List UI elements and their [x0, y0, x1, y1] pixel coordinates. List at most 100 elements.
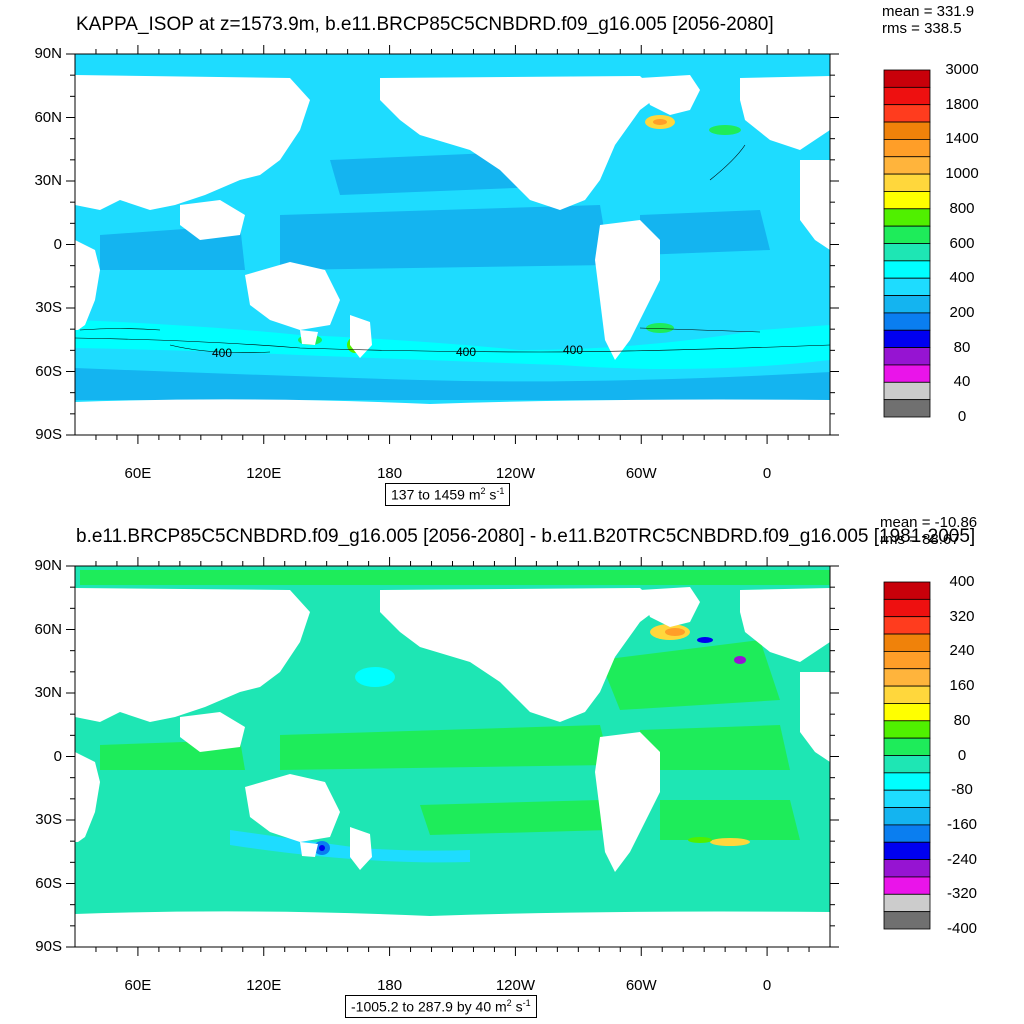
top-colorbar-box	[883, 104, 931, 123]
bottom-panel-title: b.e11.BRCP85C5CNBDRD.f09_g16.005 [2056-2…	[76, 526, 976, 547]
bottom-colorbar-box	[883, 737, 931, 756]
bottom-green-band-atlantic	[640, 725, 790, 770]
bottom-range-units-mid: s	[511, 998, 523, 1015]
top-range-units-exp2: -1	[496, 486, 505, 496]
bottom-colorbar-box	[883, 876, 931, 895]
top-land-antarctica	[75, 399, 830, 435]
bottom-range-box: -1005.2 to 287.9 by 40 m2 s-1	[345, 995, 537, 1018]
top-equatorial-band-pacific	[280, 205, 610, 270]
bottom-lat-label: 90S	[35, 938, 62, 955]
top-contour-line-2	[169, 344, 271, 353]
bottom-colorbar-label: -240	[946, 850, 978, 868]
top-colorbar-box	[883, 347, 931, 366]
top-southern-outer-band	[75, 368, 830, 400]
bottom-colorbar-label: 240	[949, 642, 975, 660]
bottom-green-band-pacific	[280, 725, 610, 770]
top-contour-line-3	[639, 327, 761, 333]
top-range-units-mid: s	[485, 486, 497, 503]
top-arctic-ocean	[80, 57, 830, 73]
bottom-range-units-exp2: -1	[522, 998, 531, 1008]
bottom-lat-label: 30S	[35, 811, 62, 828]
top-land-new-zealand	[350, 315, 372, 358]
top-land-asia	[75, 75, 310, 210]
bottom-colorbar-box	[883, 824, 931, 843]
bottom-colorbar-box	[883, 685, 931, 704]
top-land-tasmania	[300, 330, 318, 345]
top-colorbar-label: 1800	[945, 95, 979, 113]
bottom-colorbar-box	[883, 598, 931, 618]
top-colorbar-box	[883, 381, 931, 401]
bottom-colorbar-box	[883, 581, 931, 600]
top-colorbar-box	[883, 295, 931, 314]
top-colorbar-label: 80	[953, 338, 971, 356]
top-hotspot-argentine	[646, 323, 674, 333]
bottom-coldspot-nordic	[734, 656, 746, 664]
top-land-greenland	[640, 75, 700, 115]
top-colorbar-box	[883, 121, 931, 140]
bottom-lat-label: 0	[53, 747, 62, 765]
top-contour-line-5	[709, 144, 746, 181]
bottom-lat-label: 30N	[34, 684, 62, 701]
top-lat-label: 90S	[35, 426, 62, 443]
top-colorbar-box	[883, 86, 931, 106]
top-colorbar-label: 200	[949, 303, 975, 321]
bottom-coldspot-labrador	[697, 637, 713, 643]
top-contour-line-4	[79, 328, 161, 331]
top-colorbar-box	[883, 399, 931, 418]
top-range-units-exp1: 2	[480, 486, 486, 496]
bottom-colorbar-label: -160	[946, 815, 978, 833]
top-colorbar-box	[883, 191, 931, 210]
bottom-lon-label: 0	[762, 977, 772, 994]
bottom-land-greenland	[640, 587, 700, 627]
bottom-land-africa	[75, 722, 100, 842]
bottom-green-band-sa	[660, 800, 800, 840]
top-colorbar-label: 1000	[945, 165, 979, 183]
top-mean-stat: mean = 331.9	[882, 3, 975, 20]
bottom-cool-patch-npac	[355, 667, 395, 687]
top-colorbar-label: 40	[953, 373, 971, 391]
bottom-colorbar-box	[883, 841, 931, 861]
top-land-africa-east	[800, 160, 830, 250]
bottom-rms-stat: rms = 88.67	[880, 531, 960, 548]
bottom-land	[75, 587, 830, 947]
top-colorbar-box	[883, 69, 931, 88]
bottom-lon-label: 180	[377, 977, 403, 994]
top-hotspot-labrador-core	[653, 119, 667, 125]
bottom-colorbar-label: 160	[949, 677, 975, 695]
bottom-land-tasmania	[300, 842, 318, 857]
bottom-range-units: m	[495, 998, 507, 1015]
top-map-field	[75, 54, 830, 435]
top-colorbar-box	[883, 225, 931, 244]
bottom-land-europe	[740, 588, 830, 662]
bottom-land-antarctica	[75, 911, 830, 947]
bottom-colorbar-box	[883, 772, 931, 791]
top-range-units: m	[468, 486, 481, 503]
top-range-text: 137 to 1459	[391, 486, 465, 503]
bottom-colorbar-box	[883, 755, 931, 774]
bottom-colorbar	[883, 581, 931, 930]
bottom-green-band-north	[600, 640, 780, 710]
top-land	[75, 75, 830, 435]
bottom-colorbar-label: 0	[957, 746, 967, 764]
bottom-axis-ticks	[66, 557, 839, 956]
bottom-colorbar-box	[883, 633, 931, 652]
top-land-europe	[740, 76, 830, 150]
bottom-range-units-exp1: 2	[506, 998, 512, 1008]
bottom-arctic-ocean	[80, 570, 830, 585]
bottom-lat-label: 90N	[34, 557, 62, 574]
bottom-land-australia	[245, 774, 340, 842]
bottom-colorbar-box	[883, 911, 931, 930]
top-map-panel	[66, 45, 839, 444]
bottom-map-panel	[66, 557, 839, 956]
top-colorbar-label: 0	[957, 408, 967, 425]
bottom-land-maritime	[180, 712, 245, 752]
bottom-mean-stat: mean = -10.86	[880, 514, 978, 531]
top-colorbar-box	[883, 138, 931, 158]
top-contours	[75, 144, 830, 353]
top-lon-label: 60E	[124, 465, 152, 482]
bottom-colorbar-box	[883, 859, 931, 878]
top-colorbar-box	[883, 208, 931, 227]
bottom-land-asia	[75, 588, 310, 722]
top-lon-label: 120E	[246, 465, 282, 482]
